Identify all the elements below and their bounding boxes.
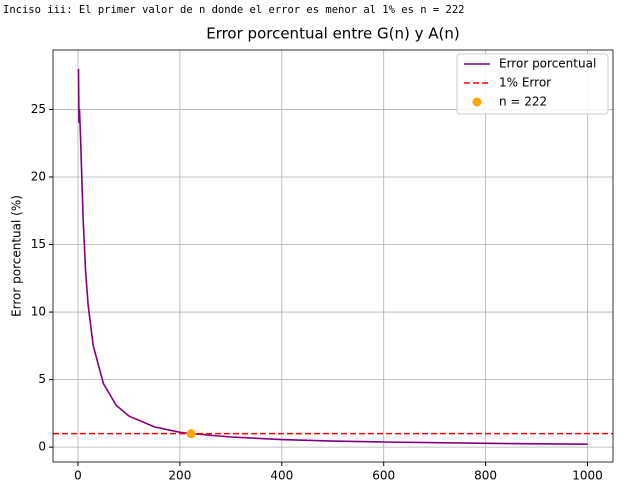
legend-box bbox=[456, 53, 609, 115]
x-tick-label: 0 bbox=[74, 469, 82, 483]
x-tick-label: 400 bbox=[270, 469, 293, 483]
legend-label: Error porcentual bbox=[499, 57, 596, 71]
y-tick-label: 5 bbox=[38, 372, 46, 386]
y-tick-label: 20 bbox=[31, 169, 46, 183]
axes-frame bbox=[52, 49, 614, 463]
console-output: Inciso iii: El primer valor de n donde e… bbox=[3, 4, 464, 16]
marker-point bbox=[186, 429, 196, 439]
legend-swatch bbox=[472, 97, 482, 107]
legend-label: n = 222 bbox=[499, 95, 547, 109]
legend-label: 1% Error bbox=[499, 76, 551, 90]
y-tick-label: 10 bbox=[31, 305, 46, 319]
y-tick-label: 15 bbox=[31, 237, 46, 251]
y-tick-label: 25 bbox=[31, 102, 46, 116]
y-axis-label: Error porcentual (%) bbox=[10, 195, 24, 317]
data-line bbox=[77, 68, 588, 445]
x-tick-label: 200 bbox=[168, 469, 191, 483]
chart-title: Error porcentual entre G(n) y A(n) bbox=[206, 25, 460, 43]
y-tick-label: 0 bbox=[38, 440, 46, 454]
x-tick-label: 1000 bbox=[572, 469, 603, 483]
x-tick-label: 800 bbox=[474, 469, 497, 483]
x-tick-label: 600 bbox=[372, 469, 395, 483]
